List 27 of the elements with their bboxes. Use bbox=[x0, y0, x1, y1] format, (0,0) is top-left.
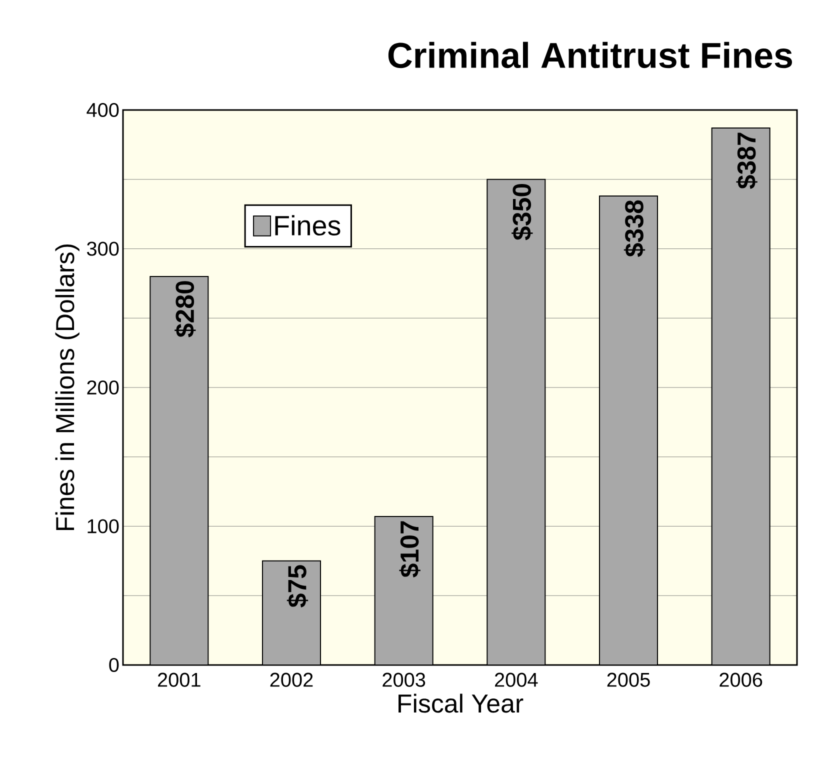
data-label: $107 bbox=[399, 521, 420, 578]
x-tick-label: 2001 bbox=[158, 672, 200, 687]
bar bbox=[262, 560, 321, 665]
bar bbox=[711, 128, 770, 665]
data-label: $387 bbox=[736, 132, 758, 189]
data-label: $75 bbox=[286, 565, 308, 608]
bar bbox=[374, 516, 434, 665]
x-tick-label: 2005 bbox=[607, 672, 650, 687]
data-label: $338 bbox=[624, 200, 646, 257]
x-tick-label: 2004 bbox=[495, 672, 538, 687]
y-tick-label: 100 bbox=[88, 519, 119, 534]
y-axis-title: Fines in Millions (Dollars) bbox=[55, 244, 80, 530]
y-tick-label: 0 bbox=[109, 658, 119, 672]
data-label: $280 bbox=[174, 281, 196, 338]
bar bbox=[599, 196, 658, 665]
legend-label: Fines bbox=[275, 215, 340, 236]
bar bbox=[486, 178, 546, 665]
chart-title: Criminal Antitrust Fines bbox=[388, 42, 792, 68]
x-tick-label: 2006 bbox=[720, 672, 762, 687]
y-tick-label: 200 bbox=[87, 380, 119, 395]
x-tick-label: 2003 bbox=[382, 672, 426, 687]
bar bbox=[150, 276, 209, 665]
x-tick-label: 2002 bbox=[270, 672, 313, 687]
data-label: $350 bbox=[512, 184, 533, 240]
y-tick-label: 400 bbox=[86, 102, 119, 118]
y-tick-label: 300 bbox=[87, 242, 119, 256]
x-axis-title: Fiscal Year bbox=[398, 694, 524, 713]
